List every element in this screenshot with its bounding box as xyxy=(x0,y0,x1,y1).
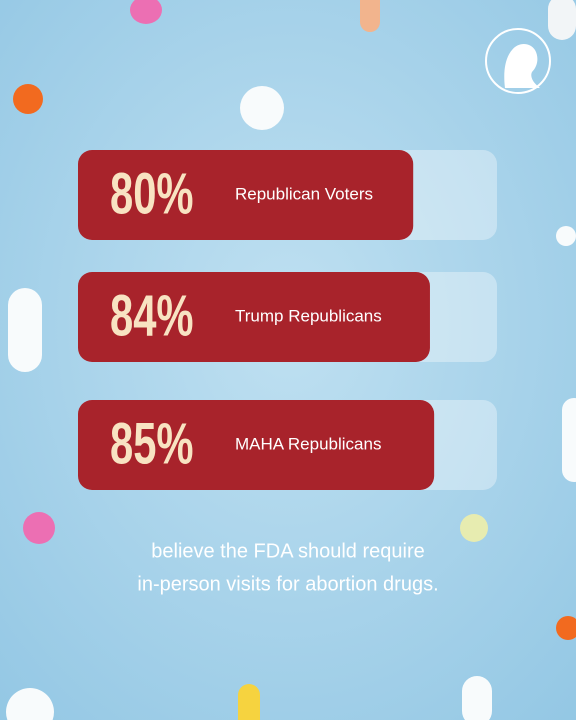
category-label: Trump Republicans xyxy=(235,306,382,325)
category-label: MAHA Republicans xyxy=(235,434,381,453)
caption-line: in-person visits for abortion drugs. xyxy=(137,573,438,595)
value-label: 84% xyxy=(110,283,194,348)
bar xyxy=(78,272,430,362)
pills xyxy=(6,0,576,720)
value-label: 80% xyxy=(110,161,194,226)
bar-chart: 80% Republican Voters 84% Trump Republicans… xyxy=(78,150,497,490)
value-label: 85% xyxy=(110,411,194,476)
bar xyxy=(78,400,435,490)
bar xyxy=(78,150,414,240)
caption-line: believe the FDA should require xyxy=(151,540,425,562)
category-label: Republican Voters xyxy=(235,184,373,203)
logo xyxy=(485,28,551,94)
